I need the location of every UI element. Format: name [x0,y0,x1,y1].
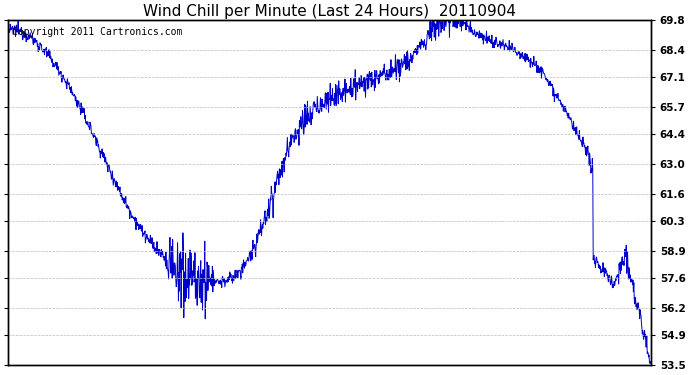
Text: Copyright 2011 Cartronics.com: Copyright 2011 Cartronics.com [12,27,182,37]
Title: Wind Chill per Minute (Last 24 Hours)  20110904: Wind Chill per Minute (Last 24 Hours) 20… [143,4,516,19]
